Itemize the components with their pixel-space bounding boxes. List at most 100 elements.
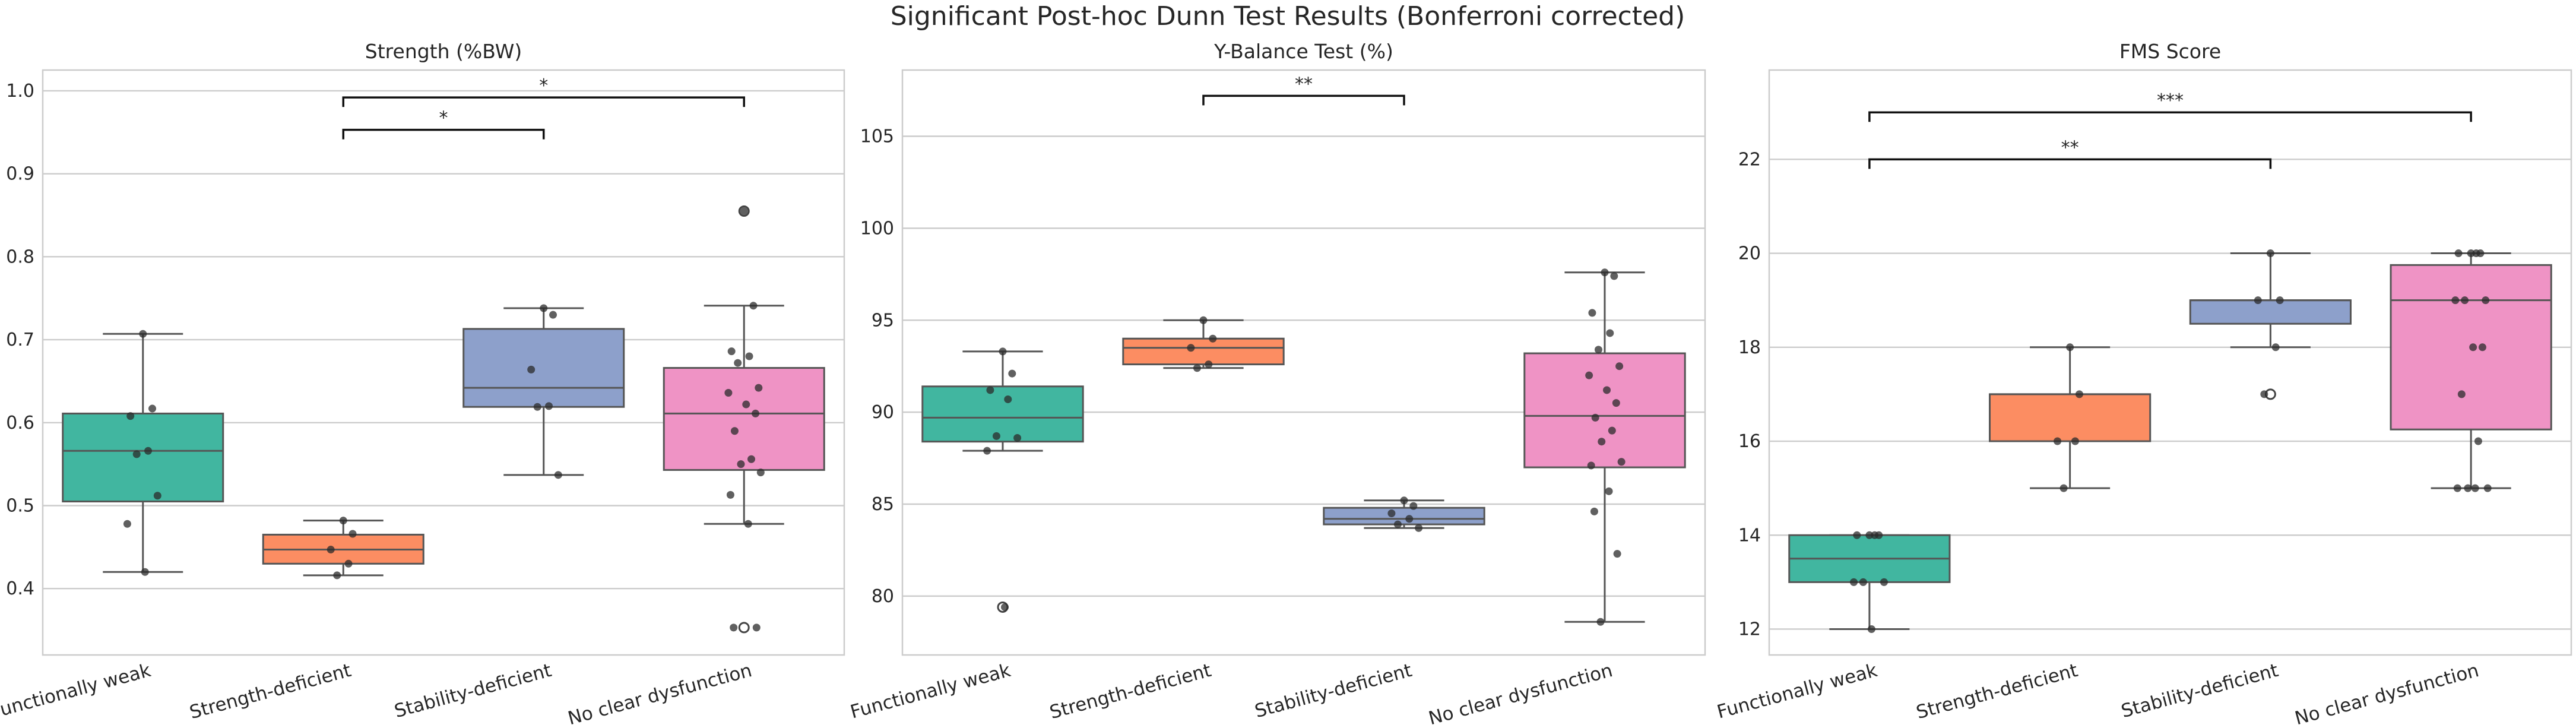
data-point [1608, 426, 1616, 435]
data-point [2469, 343, 2477, 352]
significance-bracket [342, 128, 545, 140]
significance-bracket [1868, 158, 2272, 169]
y-tick-label: 0.4 [6, 578, 34, 599]
data-point [344, 559, 353, 568]
data-point [1591, 413, 1599, 422]
box-group [2189, 249, 2352, 400]
y-tick-label: 16 [1738, 431, 1761, 452]
data-point [2260, 390, 2268, 398]
y-tick-label: 1.0 [6, 81, 34, 102]
data-point [1004, 395, 1012, 403]
axes-frame [1768, 69, 2572, 656]
box [62, 412, 224, 503]
axes-frame [901, 69, 1706, 656]
significance-label: * [439, 108, 448, 129]
data-point [752, 409, 760, 417]
box [462, 328, 625, 408]
data-point [2472, 249, 2480, 258]
data-point [2471, 484, 2479, 492]
panel-title: Strength (%BW) [365, 40, 522, 63]
box-group [1323, 496, 1485, 532]
data-point [734, 359, 742, 367]
y-tick-label: 0.8 [6, 246, 34, 267]
data-point [1605, 487, 1613, 495]
panel-title: Y-Balance Test (%) [1213, 40, 1393, 63]
data-point [2457, 390, 2466, 398]
data-point [755, 384, 763, 392]
y-tick-label: 80 [872, 586, 894, 607]
data-point [1387, 509, 1396, 517]
data-point [1001, 603, 1009, 611]
data-point [2066, 343, 2074, 352]
box-group [2390, 249, 2552, 492]
data-point [744, 520, 752, 528]
data-point [2454, 249, 2463, 258]
significance-label: ** [1295, 74, 1313, 94]
data-point [983, 447, 991, 455]
box-group [262, 517, 424, 580]
y-tick-label: 100 [860, 218, 894, 239]
data-point [726, 490, 734, 499]
significance-label: * [539, 75, 548, 96]
data-point [992, 432, 1000, 440]
y-tick-label: 90 [872, 402, 894, 423]
y-tick-label: 0.5 [6, 496, 34, 517]
data-point [727, 347, 736, 356]
y-tick-label: 0.6 [6, 413, 34, 433]
outlier-marker [738, 622, 750, 634]
data-point [1610, 272, 1618, 280]
data-point [999, 347, 1007, 356]
data-point [749, 302, 758, 310]
box-group [1788, 531, 1951, 633]
box [1323, 507, 1485, 526]
data-point [2483, 484, 2492, 492]
box-group [1989, 343, 2152, 492]
data-point [1596, 618, 1605, 626]
data-point [126, 412, 135, 420]
data-point [1409, 502, 1418, 510]
box-group [921, 347, 1084, 613]
data-point [2075, 390, 2083, 398]
data-point [1400, 496, 1408, 505]
figure-title: Significant Post-hoc Dunn Test Results (… [891, 1, 1685, 31]
data-point [1205, 360, 1213, 369]
box-group [62, 330, 224, 576]
data-point [327, 546, 335, 554]
data-point [2478, 343, 2486, 352]
data-point [545, 402, 553, 410]
data-point [333, 571, 341, 580]
y-tick-label: 20 [1738, 243, 1761, 264]
data-point [1590, 507, 1598, 515]
data-point [1613, 550, 1621, 558]
data-point [2276, 296, 2284, 305]
data-point [1588, 309, 1596, 317]
data-point [533, 403, 541, 411]
data-point [1598, 438, 1606, 446]
data-point [123, 520, 131, 528]
data-point [1601, 268, 1609, 277]
data-point [1008, 369, 1016, 378]
data-point [549, 311, 557, 319]
data-point [1867, 625, 1875, 633]
axes-frame [42, 69, 845, 656]
data-point [747, 455, 756, 463]
data-point [139, 330, 147, 338]
data-point [737, 460, 745, 469]
data-point [1880, 578, 1888, 586]
data-point [1606, 329, 1614, 337]
data-point [141, 568, 149, 576]
data-point [2071, 437, 2079, 445]
y-tick-label: 0.7 [6, 330, 34, 350]
data-point [2271, 343, 2280, 352]
data-point [1871, 531, 1879, 539]
box-group [1122, 316, 1285, 372]
data-point [745, 352, 753, 360]
significance-bracket [342, 96, 745, 107]
data-point [1193, 364, 1201, 372]
significance-bracket [1202, 94, 1405, 106]
box [2189, 299, 2352, 325]
